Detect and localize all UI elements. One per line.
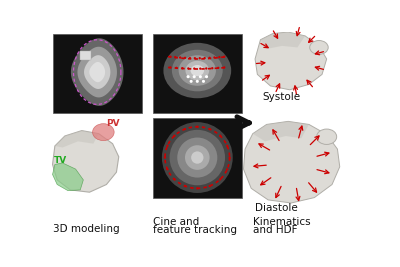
Ellipse shape [172, 50, 223, 91]
Circle shape [218, 56, 220, 58]
Circle shape [175, 67, 178, 69]
Ellipse shape [164, 43, 231, 98]
Circle shape [228, 156, 231, 159]
Circle shape [211, 67, 214, 69]
Circle shape [223, 56, 226, 58]
Circle shape [208, 57, 211, 59]
Circle shape [193, 68, 196, 70]
Circle shape [181, 67, 184, 69]
Polygon shape [78, 47, 117, 97]
Circle shape [166, 168, 168, 171]
Circle shape [174, 56, 176, 58]
Text: Systole: Systole [263, 92, 301, 102]
Polygon shape [255, 32, 327, 90]
Polygon shape [244, 121, 340, 203]
Polygon shape [253, 121, 309, 142]
Circle shape [205, 67, 208, 70]
Ellipse shape [170, 130, 225, 185]
Bar [80, 50, 91, 60]
Circle shape [173, 178, 176, 180]
Ellipse shape [92, 124, 114, 141]
Circle shape [184, 57, 186, 59]
Circle shape [186, 75, 190, 78]
Bar [153, 34, 242, 113]
Ellipse shape [190, 65, 204, 76]
Polygon shape [52, 131, 119, 192]
Ellipse shape [191, 151, 204, 164]
Circle shape [226, 168, 228, 171]
Circle shape [204, 57, 206, 59]
Circle shape [213, 56, 216, 59]
Circle shape [173, 135, 176, 137]
Circle shape [166, 145, 168, 147]
Circle shape [190, 80, 193, 83]
Circle shape [208, 185, 211, 187]
Ellipse shape [177, 138, 217, 178]
Circle shape [169, 56, 172, 58]
Polygon shape [52, 163, 83, 191]
Circle shape [219, 178, 221, 180]
Ellipse shape [317, 129, 337, 144]
Circle shape [199, 68, 202, 70]
Circle shape [179, 56, 181, 59]
Ellipse shape [179, 55, 216, 86]
Ellipse shape [185, 145, 210, 170]
Polygon shape [84, 55, 110, 89]
Circle shape [198, 57, 201, 59]
Text: and HDF: and HDF [253, 225, 297, 235]
Circle shape [217, 67, 220, 69]
Polygon shape [71, 38, 124, 106]
Ellipse shape [186, 61, 209, 80]
Circle shape [202, 80, 205, 83]
Circle shape [184, 185, 186, 187]
Text: Diastole: Diastole [255, 203, 298, 213]
Circle shape [208, 128, 211, 130]
Circle shape [205, 75, 208, 78]
Circle shape [184, 128, 186, 130]
Circle shape [196, 125, 198, 128]
Circle shape [196, 187, 198, 190]
Circle shape [196, 80, 199, 83]
Circle shape [189, 57, 191, 59]
Ellipse shape [310, 41, 328, 54]
Text: Kinematics: Kinematics [253, 217, 310, 226]
Circle shape [193, 75, 196, 78]
Text: 3D modeling: 3D modeling [53, 224, 120, 234]
Ellipse shape [162, 122, 233, 193]
Circle shape [194, 57, 196, 59]
Bar [153, 118, 242, 198]
Polygon shape [89, 62, 105, 82]
Circle shape [164, 156, 166, 159]
Polygon shape [260, 32, 305, 49]
Circle shape [187, 67, 190, 70]
Text: TV: TV [54, 156, 67, 165]
Text: Cine and: Cine and [153, 217, 199, 226]
Bar [52, 34, 142, 113]
Circle shape [219, 135, 221, 137]
Polygon shape [55, 131, 99, 148]
Text: PV: PV [106, 119, 120, 128]
Text: feature tracking: feature tracking [153, 225, 237, 235]
Circle shape [226, 145, 228, 147]
Circle shape [169, 66, 172, 69]
Circle shape [199, 75, 202, 78]
Circle shape [223, 66, 226, 69]
